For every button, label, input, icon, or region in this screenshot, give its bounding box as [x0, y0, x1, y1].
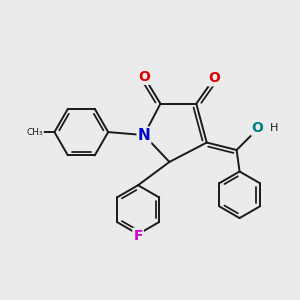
Text: N: N — [138, 128, 150, 142]
Text: O: O — [208, 71, 220, 85]
Text: CH₃: CH₃ — [27, 128, 43, 136]
Text: H: H — [269, 123, 278, 133]
Text: F: F — [133, 229, 143, 243]
Text: O: O — [138, 70, 150, 84]
Text: O: O — [252, 121, 263, 135]
